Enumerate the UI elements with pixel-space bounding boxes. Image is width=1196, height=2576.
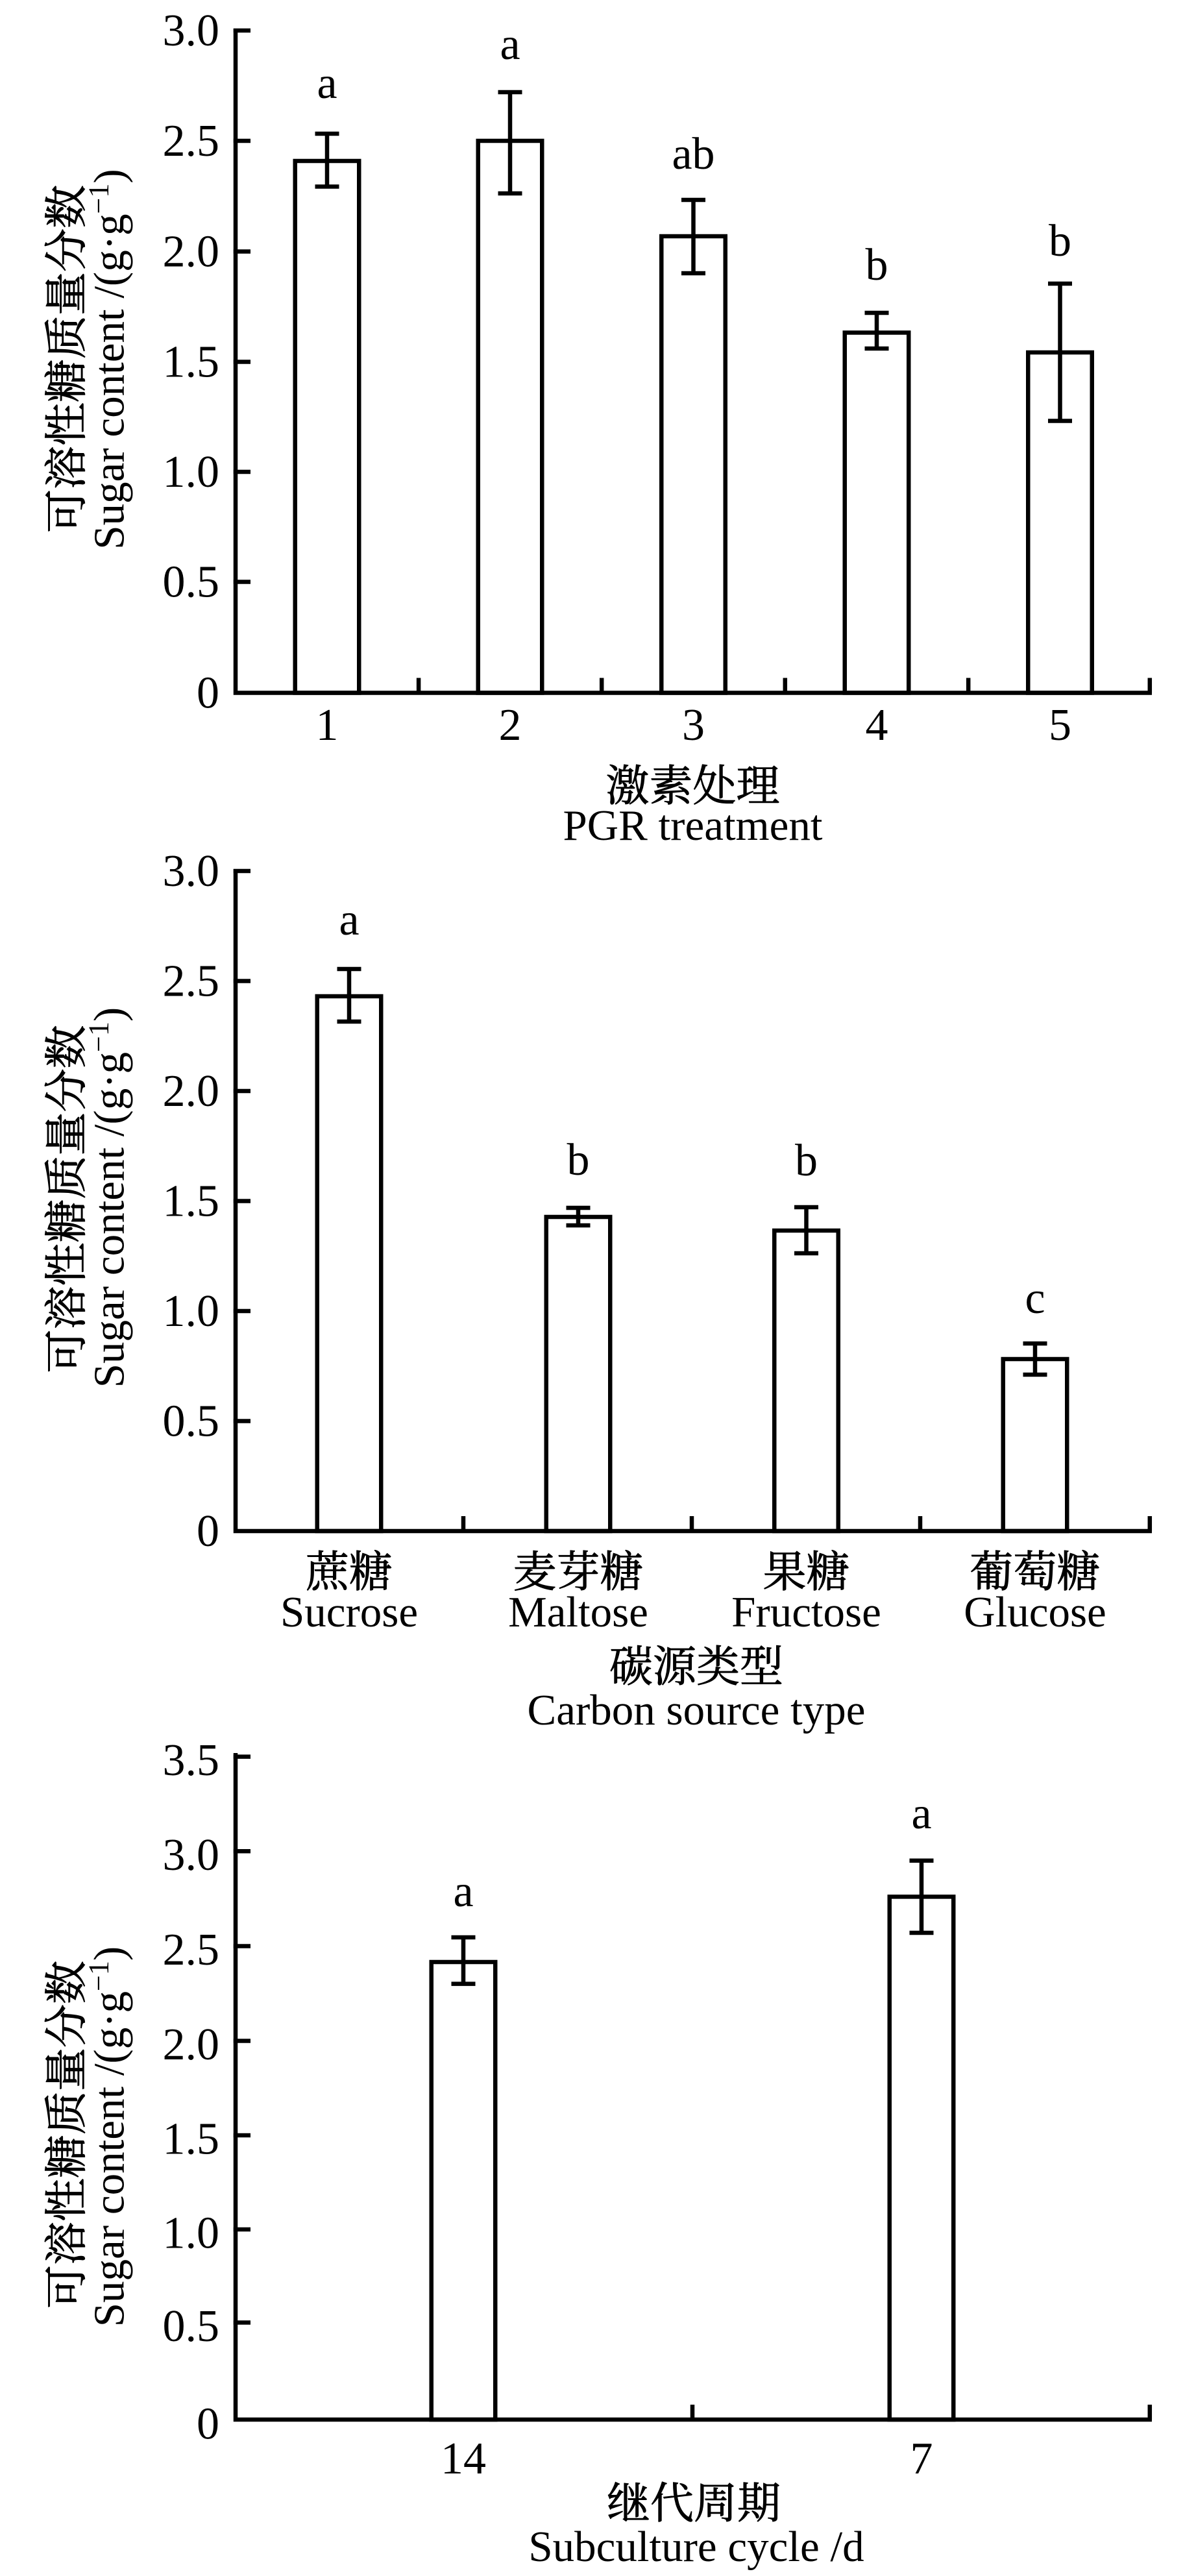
svg-text:Sugar content /(g·g−1): Sugar content /(g·g−1): [83, 169, 134, 549]
svg-text:3.0: 3.0: [163, 1830, 220, 1880]
svg-text:4: 4: [866, 700, 888, 750]
svg-text:3: 3: [682, 700, 705, 750]
svg-text:Sugar content /(g·g−1): Sugar content /(g·g−1): [83, 1007, 134, 1388]
svg-text:2.0: 2.0: [163, 2020, 220, 2070]
svg-text:3.0: 3.0: [163, 846, 220, 896]
svg-text:7: 7: [910, 2434, 933, 2484]
svg-text:2.5: 2.5: [163, 957, 220, 1007]
svg-text:5: 5: [1049, 700, 1071, 750]
svg-text:c: c: [1025, 1273, 1045, 1323]
svg-text:3.0: 3.0: [163, 6, 220, 56]
svg-text:b: b: [1049, 216, 1071, 266]
svg-text:a: a: [317, 58, 337, 108]
svg-text:0: 0: [197, 669, 219, 718]
svg-text:b: b: [866, 240, 888, 290]
svg-text:2: 2: [499, 700, 522, 750]
svg-text:2.5: 2.5: [163, 1925, 220, 1975]
svg-text:Carbon source type: Carbon source type: [528, 1686, 866, 1734]
svg-text:ab: ab: [672, 129, 714, 179]
svg-text:a: a: [500, 19, 520, 69]
svg-text:2.0: 2.0: [163, 1066, 220, 1116]
svg-text:1.0: 1.0: [163, 447, 220, 497]
svg-text:Subculture cycle /d: Subculture cycle /d: [528, 2523, 864, 2571]
svg-text:1: 1: [316, 700, 339, 750]
svg-text:Sugar content /(g·g−1): Sugar content /(g·g−1): [83, 1946, 134, 2327]
svg-text:3.5: 3.5: [163, 1736, 220, 1785]
svg-text:Glucose: Glucose: [964, 1588, 1106, 1636]
svg-text:b: b: [795, 1136, 818, 1186]
svg-text:2.5: 2.5: [163, 116, 220, 166]
svg-text:1.5: 1.5: [163, 2115, 220, 2165]
svg-text:a: a: [339, 895, 359, 945]
svg-text:a: a: [453, 1867, 473, 1917]
svg-text:b: b: [567, 1135, 590, 1185]
svg-text:1.5: 1.5: [163, 337, 220, 387]
svg-text:Sucrose: Sucrose: [280, 1588, 418, 1636]
svg-text:2.0: 2.0: [163, 227, 220, 277]
svg-text:1.5: 1.5: [163, 1177, 220, 1227]
svg-text:0: 0: [197, 1506, 219, 1556]
svg-text:0.5: 0.5: [163, 558, 220, 607]
svg-text:0.5: 0.5: [163, 1397, 220, 1447]
svg-text:14: 14: [441, 2434, 486, 2484]
svg-text:Fructose: Fructose: [731, 1588, 881, 1636]
svg-text:1.0: 1.0: [163, 1286, 220, 1336]
svg-text:PGR treatment: PGR treatment: [563, 802, 822, 850]
svg-text:0.5: 0.5: [163, 2301, 220, 2351]
svg-text:1.0: 1.0: [163, 2209, 220, 2259]
svg-text:a: a: [911, 1789, 931, 1839]
svg-text:0: 0: [197, 2399, 219, 2449]
svg-text:Maltose: Maltose: [508, 1588, 648, 1636]
